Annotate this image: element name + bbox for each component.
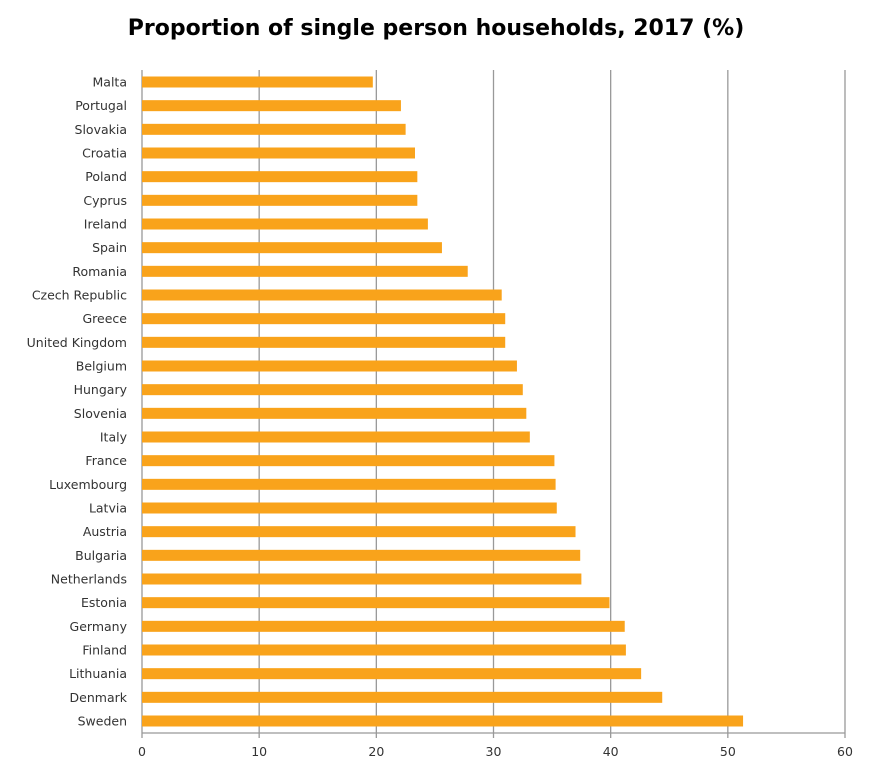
bar [142, 597, 610, 609]
bar [142, 171, 418, 183]
category-label: Luxembourg [49, 477, 127, 492]
category-label: Estonia [81, 595, 127, 610]
chart-title: Proportion of single person households, … [127, 16, 745, 41]
x-tick-label: 50 [720, 744, 736, 759]
category-label: Slovenia [74, 406, 127, 421]
category-label: Czech Republic [32, 288, 127, 303]
bar [142, 431, 530, 443]
bar [142, 218, 428, 230]
bar [142, 455, 555, 467]
x-tick-label: 60 [837, 744, 853, 759]
category-label: Slovakia [75, 122, 127, 137]
category-label: Sweden [78, 714, 127, 729]
bar [142, 313, 506, 325]
bar [142, 668, 642, 680]
category-label: France [85, 453, 127, 468]
bar [142, 194, 418, 206]
bar [142, 360, 517, 372]
category-label: United Kingdom [27, 335, 127, 350]
x-tick-label: 20 [368, 744, 384, 759]
category-label: Croatia [82, 146, 127, 161]
x-tick-label: 10 [251, 744, 267, 759]
category-label: Italy [100, 430, 128, 445]
bar [142, 407, 527, 419]
x-tick-label: 0 [138, 744, 146, 759]
category-label: Greece [83, 311, 128, 326]
category-label: Latvia [89, 501, 127, 516]
x-tick-label: 40 [603, 744, 619, 759]
category-label: Finland [82, 643, 127, 658]
bar [142, 478, 556, 490]
category-label: Bulgaria [75, 548, 127, 563]
bar [142, 265, 468, 277]
bar [142, 384, 523, 396]
category-label: Denmark [70, 690, 128, 705]
category-label: Austria [83, 524, 127, 539]
bar [142, 123, 406, 135]
category-label: Poland [85, 169, 127, 184]
category-label: Ireland [84, 217, 127, 232]
category-label: Belgium [76, 359, 127, 374]
bar [142, 242, 442, 254]
category-label: Hungary [74, 382, 128, 397]
bar [142, 502, 557, 514]
category-label: Lithuania [69, 666, 127, 681]
bar [142, 289, 502, 301]
category-label: Spain [92, 240, 127, 255]
bar [142, 336, 506, 348]
bar [142, 549, 581, 561]
bar [142, 715, 744, 727]
bar [142, 691, 663, 703]
category-label: Netherlands [51, 572, 127, 587]
category-label: Germany [70, 619, 128, 634]
bar [142, 526, 576, 538]
bar [142, 644, 626, 656]
bar [142, 573, 582, 585]
bar [142, 100, 401, 112]
category-label: Portugal [75, 98, 127, 113]
category-label: Malta [93, 75, 127, 90]
bar [142, 147, 415, 159]
x-tick-label: 30 [486, 744, 502, 759]
category-label: Romania [72, 264, 127, 279]
category-label: Cyprus [83, 193, 127, 208]
bar [142, 620, 625, 632]
bar [142, 76, 373, 88]
